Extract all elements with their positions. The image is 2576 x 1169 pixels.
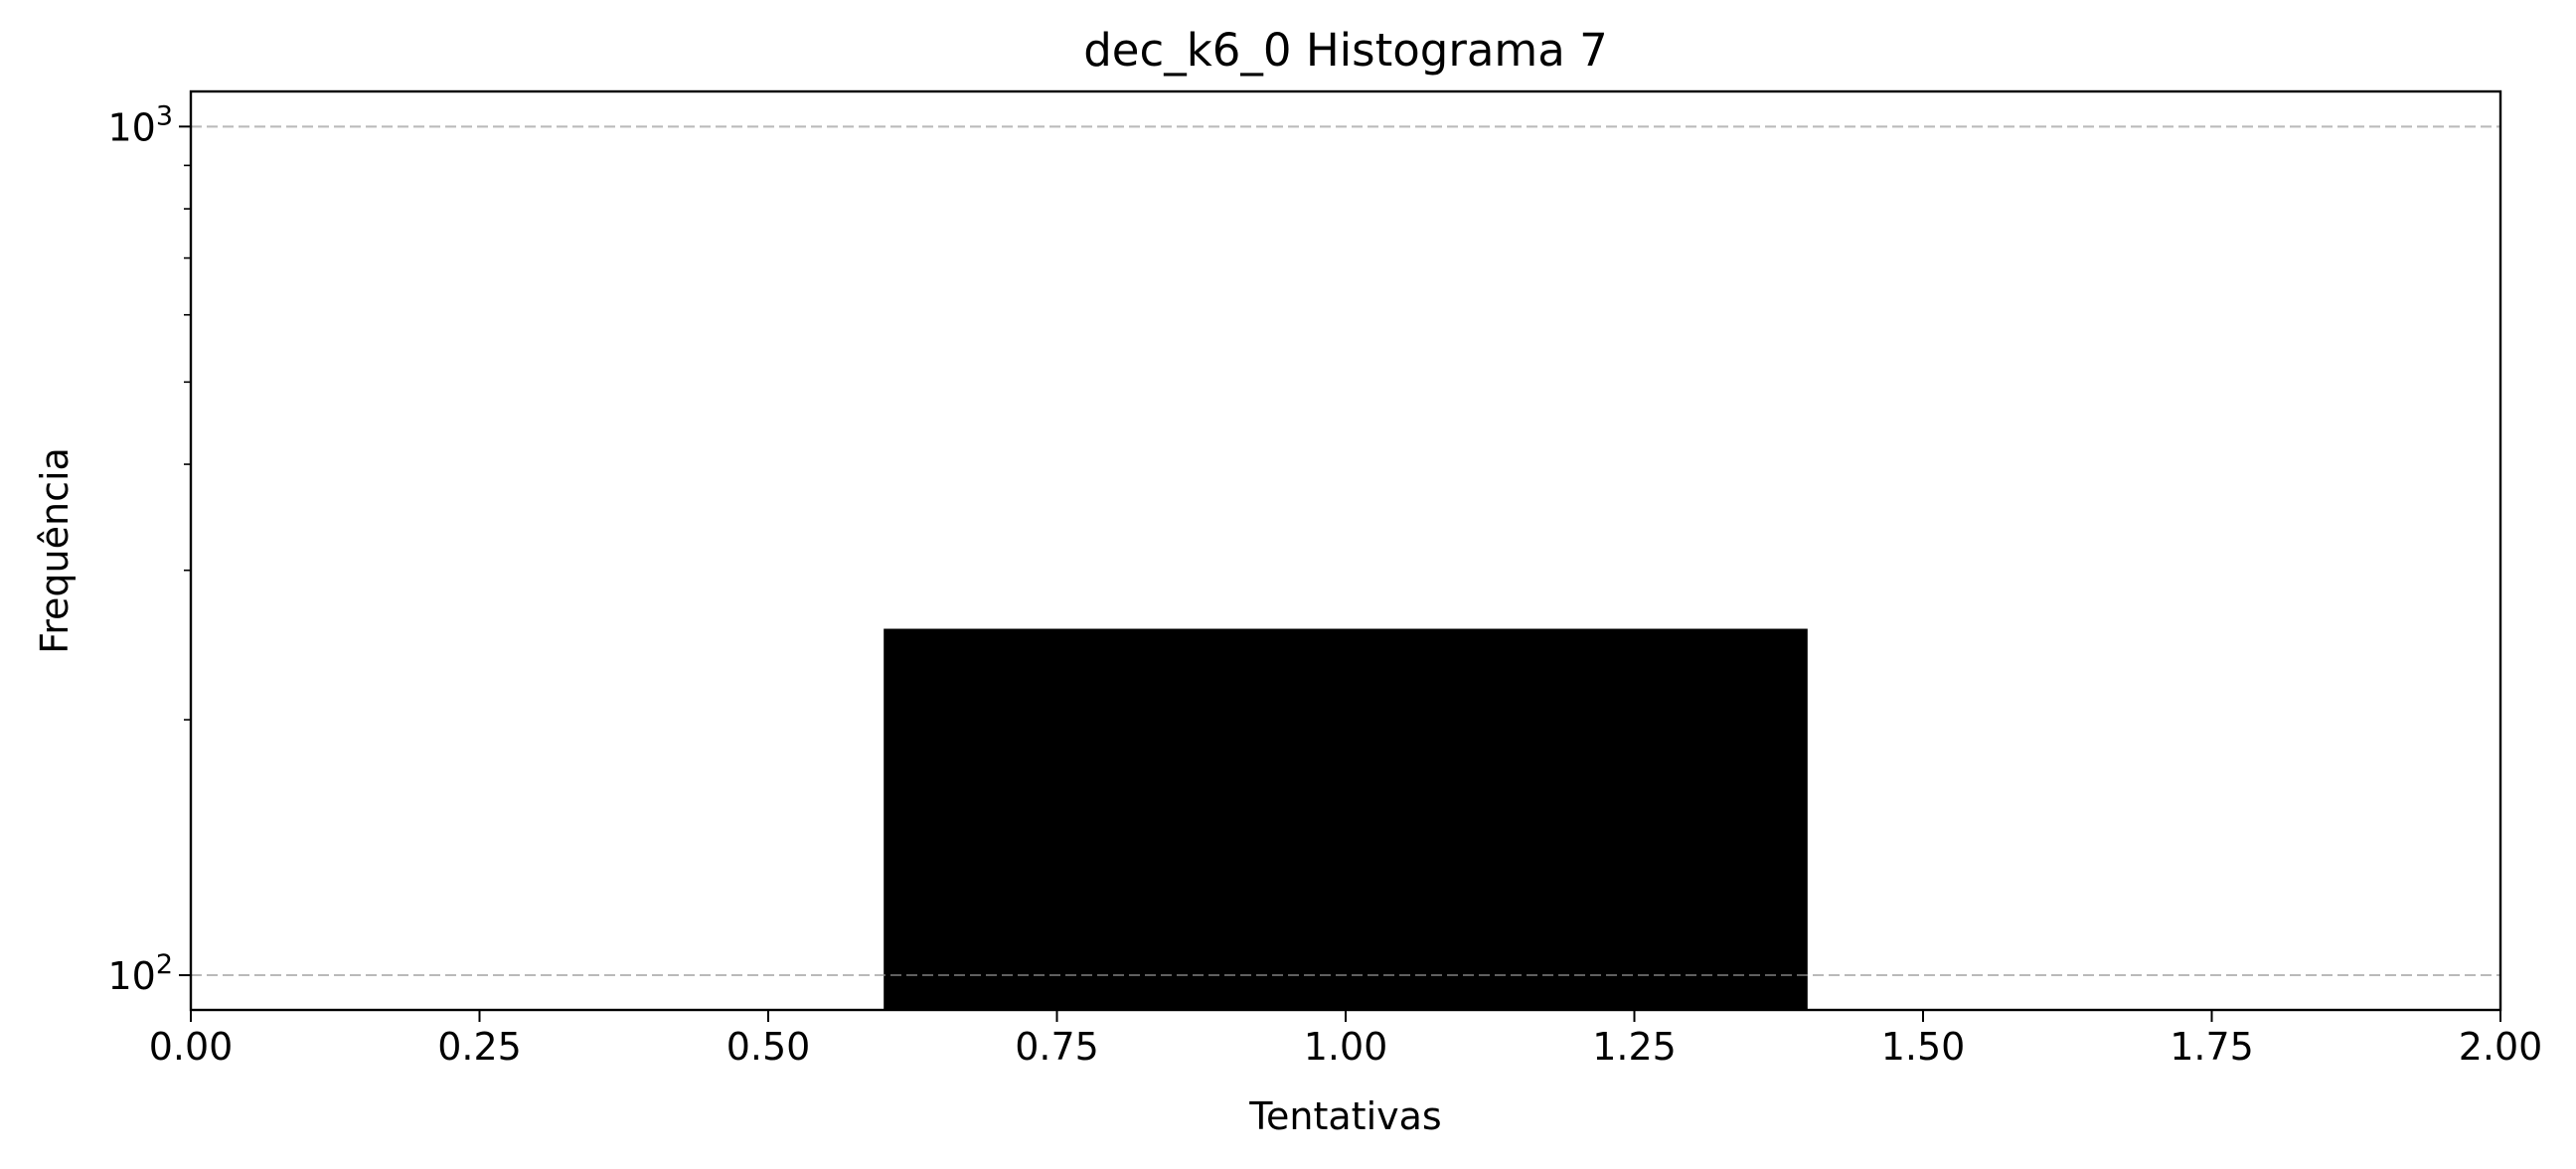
x-tick-label: 0.75 [1015,1025,1099,1069]
y-tick-label: 102 [107,949,173,998]
y-tick-label: 103 [107,100,173,149]
chart-title: dec_k6_0 Histograma 7 [1083,24,1608,77]
grid-lines-over-bars [191,125,2500,977]
x-tick-label: 1.00 [1304,1025,1388,1069]
y-axis-label: Frequência [33,447,77,654]
y-axis-ticks: 102 103 [107,100,191,998]
x-tick-label: 1.75 [2170,1025,2254,1069]
bars [884,628,1808,1010]
histogram-bar [884,628,1808,1010]
x-tick-label: 1.25 [1592,1025,1677,1069]
x-tick-label: 0.25 [437,1025,522,1069]
x-axis-ticks: 0.00 0.25 0.50 0.75 1.00 1.25 1.50 1.75 2.00 [149,1010,2543,1069]
x-tick-label: 1.50 [1881,1025,1966,1069]
x-tick-label: 0.50 [726,1025,811,1069]
x-axis-label: Tentativas [1248,1094,1441,1138]
x-tick-label: 0.00 [149,1025,234,1069]
x-tick-label: 2.00 [2459,1025,2543,1069]
